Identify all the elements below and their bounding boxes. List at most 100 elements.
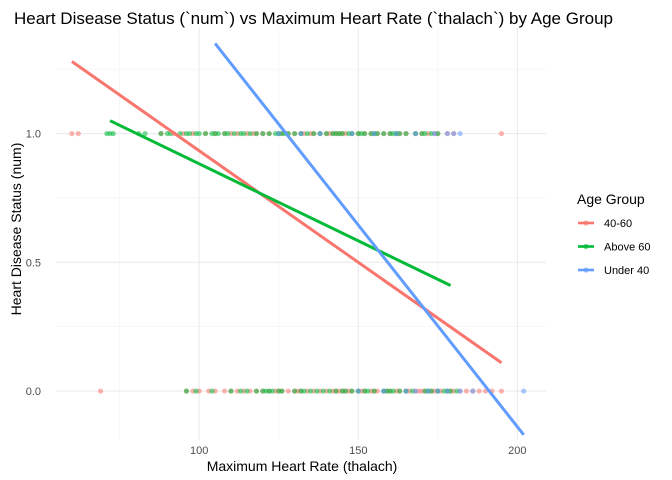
legend-label-above-60: Above 60 xyxy=(604,242,650,254)
point-40-60 xyxy=(285,388,291,394)
point-above-60 xyxy=(231,130,237,137)
point-above-60 xyxy=(333,388,339,394)
point-40-60 xyxy=(97,388,104,394)
point-under-40 xyxy=(349,130,355,137)
point-under-40 xyxy=(317,130,323,137)
point-above-60 xyxy=(390,388,396,394)
point-above-60 xyxy=(158,130,164,137)
point-above-60 xyxy=(244,388,250,394)
legend-key-point-above-60 xyxy=(583,243,589,250)
point-above-60 xyxy=(110,130,116,137)
y-tick-label: 1.0 xyxy=(26,129,41,141)
point-above-60 xyxy=(253,130,260,137)
point-above-60 xyxy=(301,388,307,394)
point-above-60 xyxy=(193,388,199,394)
point-above-60 xyxy=(342,388,349,394)
x-axis-title: Maximum Heart Rate (thalach) xyxy=(207,458,398,474)
fit-line-above-60 xyxy=(109,119,452,287)
point-40-60 xyxy=(69,130,75,137)
legend: Age Group 40-60 Above 60 Under 40 xyxy=(577,191,650,277)
point-above-60 xyxy=(209,388,215,394)
y-axis-title: Heart Disease Status (num) xyxy=(8,143,24,316)
x-tick-label: 150 xyxy=(349,445,367,457)
point-above-60 xyxy=(349,388,355,394)
point-above-60 xyxy=(403,130,409,137)
point-above-60 xyxy=(327,388,333,394)
point-under-40 xyxy=(432,130,438,137)
fit-line-40-60 xyxy=(71,60,503,364)
point-above-60 xyxy=(365,388,371,394)
point-above-60 xyxy=(314,388,320,394)
point-above-60 xyxy=(279,388,285,394)
point-above-60 xyxy=(142,130,148,137)
point-above-60 xyxy=(237,388,244,394)
point-under-40 xyxy=(276,130,282,137)
point-above-60 xyxy=(397,388,403,394)
point-above-60 xyxy=(247,130,253,137)
x-tick-label: 100 xyxy=(190,445,208,457)
fit-lines xyxy=(71,42,525,436)
point-under-40 xyxy=(371,130,377,137)
point-40-60 xyxy=(498,388,505,394)
legend-key-point-under-40 xyxy=(583,267,589,273)
point-under-40 xyxy=(393,130,400,137)
point-under-40 xyxy=(457,130,463,137)
point-above-60 xyxy=(292,130,298,137)
point-under-40 xyxy=(381,388,387,394)
point-above-60 xyxy=(323,130,330,137)
x-tick-label: 200 xyxy=(508,445,526,457)
point-above-60 xyxy=(228,388,234,394)
point-under-40 xyxy=(451,130,457,137)
y-axis-ticks: 0.0 0.5 1.0 xyxy=(26,129,41,399)
point-above-60 xyxy=(253,388,260,394)
legend-key-point-40-60 xyxy=(583,220,589,226)
point-under-40 xyxy=(298,130,304,137)
point-above-60 xyxy=(241,130,247,137)
point-above-60 xyxy=(215,130,221,137)
point-40-60 xyxy=(463,388,470,394)
point-under-40 xyxy=(425,388,431,394)
point-above-60 xyxy=(339,130,345,137)
point-under-40 xyxy=(355,388,361,394)
legend-label-40-60: 40-60 xyxy=(604,218,632,230)
point-under-40 xyxy=(435,388,441,394)
point-above-60 xyxy=(187,130,193,137)
point-40-60 xyxy=(476,388,482,394)
point-above-60 xyxy=(266,130,272,137)
data-points xyxy=(69,130,527,394)
y-tick-label: 0.5 xyxy=(26,257,41,269)
legend-label-under-40: Under 40 xyxy=(604,265,649,277)
point-above-60 xyxy=(381,130,387,137)
point-above-60 xyxy=(183,388,190,394)
point-40-60 xyxy=(222,388,228,394)
point-above-60 xyxy=(196,130,202,137)
point-under-40 xyxy=(444,388,450,394)
point-above-60 xyxy=(422,130,428,137)
fit-line-under-40 xyxy=(213,42,525,436)
point-above-60 xyxy=(362,130,368,137)
point-above-60 xyxy=(202,130,209,137)
legend-title: Age Group xyxy=(577,191,645,207)
point-above-60 xyxy=(307,388,314,394)
point-above-60 xyxy=(269,388,275,394)
point-under-40 xyxy=(521,388,527,394)
point-above-60 xyxy=(320,388,326,394)
point-under-40 xyxy=(412,130,419,137)
point-40-60 xyxy=(498,130,505,137)
point-under-40 xyxy=(412,388,419,394)
point-above-60 xyxy=(260,130,266,137)
point-above-60 xyxy=(292,388,298,394)
point-above-60 xyxy=(371,388,377,394)
point-under-40 xyxy=(403,388,409,394)
point-under-40 xyxy=(470,388,476,394)
y-tick-label: 0.0 xyxy=(26,386,41,398)
point-above-60 xyxy=(225,130,231,137)
point-under-40 xyxy=(457,388,463,394)
point-above-60 xyxy=(311,130,317,137)
point-40-60 xyxy=(75,130,81,137)
point-under-40 xyxy=(444,130,450,137)
point-above-60 xyxy=(304,130,310,137)
chart-title: Heart Disease Status (`num`) vs Maximum … xyxy=(14,9,613,28)
